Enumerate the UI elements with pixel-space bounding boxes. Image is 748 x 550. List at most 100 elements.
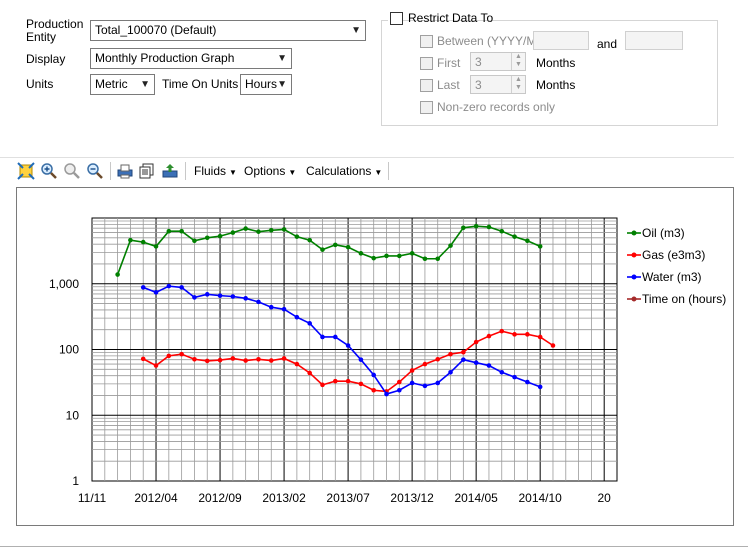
units-select[interactable]: Metric ▼: [90, 74, 155, 95]
toolbar-separator: [388, 162, 389, 180]
data-point: [204, 358, 210, 364]
zoom-out-icon[interactable]: [86, 162, 104, 180]
legend-swatch-marker: [631, 230, 637, 236]
data-point: [345, 378, 351, 384]
toolbar-separator: [185, 162, 186, 180]
data-point: [537, 334, 543, 340]
data-point: [230, 294, 236, 299]
toolbar-separator: [110, 162, 111, 180]
data-point: [422, 361, 428, 367]
data-point: [537, 384, 543, 390]
spinner-arrows-icon[interactable]: ▲ ▼: [511, 76, 525, 93]
chevron-down-icon: ▼: [277, 79, 287, 90]
x-tick-label: 2012/04: [134, 491, 178, 505]
y-tick-label: 1: [72, 474, 79, 488]
between-label: Between (YYYY/MM: [437, 34, 547, 48]
fluids-menu-label: Fluids: [194, 164, 227, 178]
data-point: [179, 351, 184, 357]
between-checkbox[interactable]: [420, 35, 433, 48]
legend-entry-label[interactable]: Gas (e3m3): [642, 248, 705, 262]
data-point: [294, 361, 300, 367]
production-entity-select[interactable]: Total_100070 (Default) ▼: [90, 20, 366, 41]
data-point: [461, 225, 466, 231]
data-point: [140, 356, 146, 362]
first-checkbox[interactable]: [420, 57, 433, 70]
last-months-stepper[interactable]: 3 ▲ ▼: [470, 75, 526, 94]
options-menu-button[interactable]: Options ▼: [244, 164, 296, 180]
data-point: [281, 227, 287, 232]
data-point: [512, 374, 517, 380]
data-point: [281, 306, 287, 312]
data-point: [512, 332, 517, 337]
zoom-extents-icon[interactable]: [17, 162, 35, 180]
legend-entry-label[interactable]: Water (m3): [642, 270, 702, 284]
dropdown-arrow-icon: ▼: [229, 168, 237, 177]
data-point: [499, 228, 505, 234]
data-point: [422, 256, 428, 262]
x-tick-label: 20: [598, 491, 612, 505]
fluids-menu-button[interactable]: Fluids ▼: [194, 164, 237, 180]
data-point: [294, 234, 300, 239]
data-point: [397, 379, 402, 385]
restrict-data-checkbox[interactable]: [390, 12, 403, 25]
zoom-region-icon[interactable]: [63, 162, 81, 180]
data-point: [473, 360, 479, 365]
data-point: [486, 333, 492, 339]
section-divider: [0, 157, 734, 158]
production-entity-label: Production Entity: [26, 17, 84, 44]
last-months-unit: Months: [536, 78, 576, 92]
data-point: [307, 321, 312, 326]
legend-entry-label[interactable]: Time on (hours): [642, 292, 726, 306]
data-point: [243, 296, 248, 301]
data-point: [256, 229, 261, 234]
data-point: [256, 356, 261, 362]
copy-icon[interactable]: [138, 162, 156, 180]
chart-panel: 1 10 100 1,000 11/11 2012/04 2012/09 2013/02 20…: [16, 187, 734, 526]
time-on-units-select[interactable]: Hours ▼: [240, 74, 292, 95]
export-icon[interactable]: [161, 162, 179, 180]
data-point: [358, 381, 364, 387]
data-point: [192, 238, 197, 244]
restrict-data-group: [381, 20, 718, 126]
data-point: [268, 358, 274, 363]
first-label: First: [437, 56, 461, 70]
print-icon[interactable]: [116, 162, 134, 180]
legend-entry-label[interactable]: Oil (m3): [642, 226, 685, 240]
calculations-menu-button[interactable]: Calculations ▼: [306, 164, 382, 180]
zoom-in-icon[interactable]: [40, 162, 58, 180]
data-point: [525, 238, 530, 244]
x-tick-label: 2014/05: [454, 491, 498, 505]
data-point: [140, 285, 146, 290]
data-point: [307, 237, 312, 243]
between-end-input[interactable]: [625, 31, 683, 50]
data-point: [473, 339, 479, 345]
data-point: [371, 387, 377, 393]
data-point: [140, 239, 146, 245]
data-point: [435, 380, 441, 386]
data-point: [461, 357, 466, 362]
data-point: [332, 334, 338, 340]
production-chart[interactable]: 1 10 100 1,000 11/11 2012/04 2012/09 2013/02 20…: [17, 188, 733, 525]
data-point: [550, 343, 556, 348]
first-months-unit: Months: [536, 56, 576, 70]
data-point: [409, 368, 415, 373]
data-point: [358, 251, 364, 256]
units-value: Metric: [95, 77, 128, 91]
spinner-arrows-icon[interactable]: ▲ ▼: [511, 53, 525, 70]
data-point: [448, 370, 453, 375]
between-start-input[interactable]: [533, 31, 589, 50]
nonzero-checkbox[interactable]: [420, 101, 433, 114]
restrict-data-header: Restrict Data To: [388, 11, 493, 27]
data-point: [525, 332, 530, 337]
last-checkbox[interactable]: [420, 79, 433, 92]
data-point: [217, 233, 223, 239]
data-point: [345, 343, 351, 348]
data-point: [371, 372, 377, 378]
first-months-stepper[interactable]: 3 ▲ ▼: [470, 52, 526, 71]
x-tick-label: 2013/12: [390, 491, 434, 505]
nonzero-label: Non-zero records only: [437, 100, 556, 114]
display-select[interactable]: Monthly Production Graph ▼: [90, 48, 292, 69]
data-point: [537, 244, 543, 249]
data-point: [115, 272, 120, 277]
legend-swatch-marker: [631, 274, 637, 280]
